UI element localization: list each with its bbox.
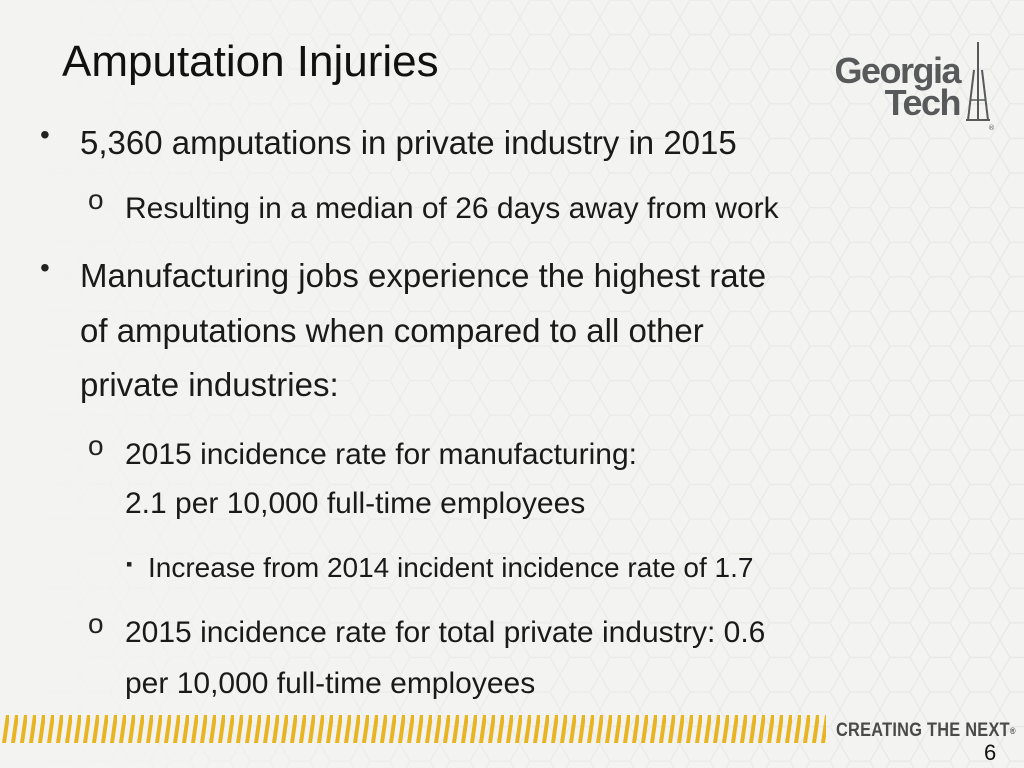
slide-title: Amputation Injuries [62, 37, 439, 86]
logo-line-tech: Tech [884, 82, 962, 123]
registered-mark: ® [1009, 726, 1016, 736]
creating-the-next-tagline: CREATING THE NEXT® [836, 720, 1016, 742]
tower-icon: ® [966, 42, 994, 132]
sub-bullet-marker: o [88, 608, 104, 639]
bullet-amputations-2015: 5,360 amputations in private industry in… [80, 124, 737, 161]
tagline-text: CREATING THE NEXT [836, 720, 1010, 741]
sub-bullet-marker: o [88, 184, 104, 215]
bullet-manufacturing-line3: private industries: [80, 366, 339, 403]
logo-line-georgia: Georgia [834, 50, 961, 91]
bullet-manufacturing-line1: Manufacturing jobs experience the highes… [80, 257, 767, 294]
sub-bullet-manufacturing-rate-line1: 2015 incidence rate for manufacturing: [125, 438, 637, 471]
page-number: 6 [984, 740, 997, 765]
sub-bullet-marker: o [88, 430, 104, 461]
sub-bullet-median-days: Resulting in a median of 26 days away fr… [125, 192, 779, 225]
bullet-manufacturing-line2: of amputations when compared to all othe… [80, 312, 704, 349]
bullet-marker: • [40, 252, 50, 283]
svg-text:®: ® [988, 124, 994, 132]
sub-sub-bullet-increase-2014: Increase from 2014 incident incidence ra… [148, 552, 754, 583]
bullet-marker: • [40, 119, 50, 150]
sub-bullet-manufacturing-rate-line2: 2.1 per 10,000 full-time employees [125, 487, 586, 520]
georgia-tech-logo: Georgia Tech ® [832, 40, 994, 132]
footer-stripe [0, 715, 826, 743]
sub-bullet-private-industry-line2: per 10,000 full-time employees [125, 667, 536, 700]
sub-sub-bullet-marker: ▪ [126, 554, 133, 574]
sub-bullet-private-industry-line1: 2015 incidence rate for total private in… [125, 616, 766, 649]
